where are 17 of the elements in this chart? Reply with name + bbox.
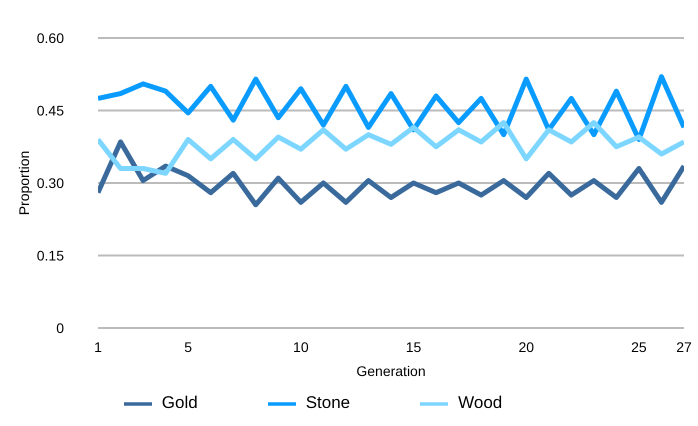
y-axis-title: Proportion xyxy=(16,150,32,216)
x-axis-title: Generation xyxy=(356,362,426,379)
y-tick-label: 0.45 xyxy=(36,102,64,118)
legend-label: Stone xyxy=(306,393,350,412)
legend-label: Gold xyxy=(162,393,198,412)
y-tick-label: 0 xyxy=(56,320,64,336)
y-tick-label: 0.60 xyxy=(36,30,64,46)
x-tick-label: 5 xyxy=(184,338,192,355)
x-tick-label: 1 xyxy=(94,338,102,355)
x-tick-label: 27 xyxy=(676,338,692,355)
x-tick-label: 10 xyxy=(293,338,309,355)
y-tick-label: 0.30 xyxy=(36,174,64,191)
x-tick-label: 25 xyxy=(631,338,647,355)
legend-label: Wood xyxy=(458,393,502,412)
x-tick-label: 15 xyxy=(406,338,422,355)
y-tick-label: 0.15 xyxy=(36,247,64,264)
x-tick-label: 20 xyxy=(518,338,534,355)
